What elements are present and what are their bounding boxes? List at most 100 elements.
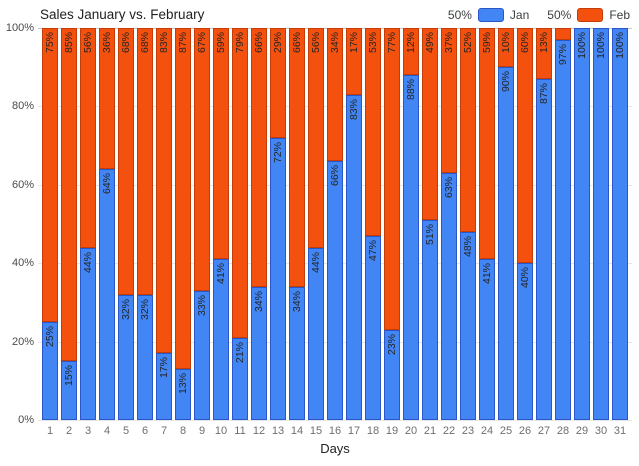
bar-day-2[interactable]: 85% 15% (61, 28, 77, 420)
segment-feb[interactable]: 56% (308, 28, 324, 248)
segment-jan[interactable]: 40% (517, 263, 533, 420)
segment-feb[interactable]: 36% (99, 28, 115, 170)
segment-jan[interactable]: 34% (289, 286, 305, 420)
bar-day-21[interactable]: 49% 51% (422, 28, 438, 420)
segment-feb[interactable]: 85% (61, 28, 77, 362)
bar-day-19[interactable]: 77% 23% (384, 28, 400, 420)
bar-day-14[interactable]: 66% 34% (289, 28, 305, 420)
bar-day-7[interactable]: 83% 17% (156, 28, 172, 420)
bar-day-29[interactable]: 100% (574, 28, 590, 420)
segment-label: 51% (423, 224, 436, 246)
segment-feb[interactable]: 83% (156, 28, 172, 354)
segment-jan[interactable]: 100% (593, 28, 609, 420)
segment-jan[interactable]: 64% (99, 169, 115, 420)
segment-label: 12% (404, 32, 417, 54)
bar-day-9[interactable]: 67% 33% (194, 28, 210, 420)
segment-feb[interactable]: 37% (441, 28, 457, 174)
segment-label: 63% (442, 177, 455, 199)
segment-jan[interactable]: 97% (555, 39, 571, 420)
bar-day-26[interactable]: 60% 40% (517, 28, 533, 420)
bar-day-24[interactable]: 59% 41% (479, 28, 495, 420)
segment-feb[interactable]: 56% (80, 28, 96, 248)
legend-feb-value: 50% (547, 8, 572, 22)
segment-label: 56% (309, 32, 322, 54)
segment-feb[interactable]: 68% (137, 28, 153, 295)
segment-feb[interactable]: 12% (403, 28, 419, 76)
legend-item-feb[interactable]: 50% Feb (547, 8, 630, 22)
bar-day-25[interactable]: 10% 90% (498, 28, 514, 420)
segment-feb[interactable]: 68% (118, 28, 134, 295)
bar-day-10[interactable]: 59% 41% (213, 28, 229, 420)
segment-label: 75% (43, 32, 56, 54)
segment-feb[interactable]: 29% (270, 28, 286, 138)
x-tick-label-11: 11 (234, 425, 246, 437)
segment-feb[interactable]: 52% (460, 28, 476, 232)
bar-day-27[interactable]: 13% 87% (536, 28, 552, 420)
segment-jan[interactable]: 100% (574, 28, 590, 420)
segment-jan[interactable]: 13% (175, 369, 191, 420)
segment-jan[interactable]: 47% (365, 235, 381, 420)
bar-day-23[interactable]: 52% 48% (460, 28, 476, 420)
segment-jan[interactable]: 72% (270, 137, 286, 420)
segment-jan[interactable]: 48% (460, 231, 476, 420)
bar-day-30[interactable]: 100% (593, 28, 609, 420)
bar-day-5[interactable]: 68% 32% (118, 28, 134, 420)
segment-jan[interactable]: 25% (42, 322, 58, 420)
bar-day-6[interactable]: 68% 32% (137, 28, 153, 420)
segment-jan[interactable]: 33% (194, 290, 210, 420)
segment-feb[interactable]: 59% (213, 28, 229, 260)
bar-day-8[interactable]: 87% 13% (175, 28, 191, 420)
segment-feb[interactable]: 75% (42, 28, 58, 322)
segment-feb[interactable]: 34% (327, 28, 343, 162)
segment-feb[interactable]: 59% (479, 28, 495, 260)
bar-day-13[interactable]: 29% 72% (270, 28, 286, 420)
bar-day-18[interactable]: 53% 47% (365, 28, 381, 420)
segment-feb[interactable]: 17% (346, 28, 362, 95)
segment-feb[interactable]: 77% (384, 28, 400, 330)
segment-jan[interactable]: 51% (422, 220, 438, 420)
legend-item-jan[interactable]: 50% Jan (448, 8, 529, 22)
segment-feb[interactable]: 79% (232, 28, 248, 338)
segment-jan[interactable]: 32% (118, 294, 134, 420)
segment-feb[interactable]: 87% (175, 28, 191, 370)
bar-day-12[interactable]: 66% 34% (251, 28, 267, 420)
bar-day-31[interactable]: 100% (612, 28, 628, 420)
segment-jan[interactable]: 21% (232, 337, 248, 420)
bar-day-16[interactable]: 34% 66% (327, 28, 343, 420)
segment-feb[interactable]: 10% (498, 28, 514, 68)
segment-jan[interactable]: 88% (403, 75, 419, 420)
segment-jan[interactable]: 90% (498, 67, 514, 420)
segment-feb[interactable]: 66% (251, 28, 267, 287)
segment-jan[interactable]: 23% (384, 329, 400, 420)
segment-jan[interactable]: 44% (80, 247, 96, 420)
bar-day-22[interactable]: 37% 63% (441, 28, 457, 420)
segment-jan[interactable]: 63% (441, 173, 457, 420)
segment-jan[interactable]: 41% (213, 259, 229, 420)
segment-jan[interactable]: 32% (137, 294, 153, 420)
segment-jan[interactable]: 34% (251, 286, 267, 420)
bar-day-20[interactable]: 12% 88% (403, 28, 419, 420)
segment-feb[interactable]: 49% (422, 28, 438, 221)
segment-feb[interactable]: 53% (365, 28, 381, 236)
bar-day-1[interactable]: 75% 25% (42, 28, 58, 420)
segment-jan[interactable]: 15% (61, 361, 77, 420)
segment-jan[interactable]: 41% (479, 259, 495, 420)
x-tick-label-8: 8 (179, 425, 187, 437)
segment-feb[interactable]: 13% (536, 28, 552, 79)
segment-feb[interactable]: 60% (517, 28, 533, 264)
bar-day-3[interactable]: 56% 44% (80, 28, 96, 420)
segment-jan[interactable]: 87% (536, 78, 552, 420)
segment-feb[interactable]: 66% (289, 28, 305, 287)
segment-jan[interactable]: 100% (612, 28, 628, 420)
segment-jan[interactable]: 83% (346, 94, 362, 420)
bar-day-28[interactable]: 97% (555, 28, 571, 420)
segment-jan[interactable]: 17% (156, 353, 172, 420)
segment-feb[interactable] (555, 28, 571, 40)
bar-day-4[interactable]: 36% 64% (99, 28, 115, 420)
segment-jan[interactable]: 66% (327, 161, 343, 420)
bar-day-11[interactable]: 79% 21% (232, 28, 248, 420)
bar-day-15[interactable]: 56% 44% (308, 28, 324, 420)
segment-jan[interactable]: 44% (308, 247, 324, 420)
segment-feb[interactable]: 67% (194, 28, 210, 291)
bar-day-17[interactable]: 17% 83% (346, 28, 362, 420)
